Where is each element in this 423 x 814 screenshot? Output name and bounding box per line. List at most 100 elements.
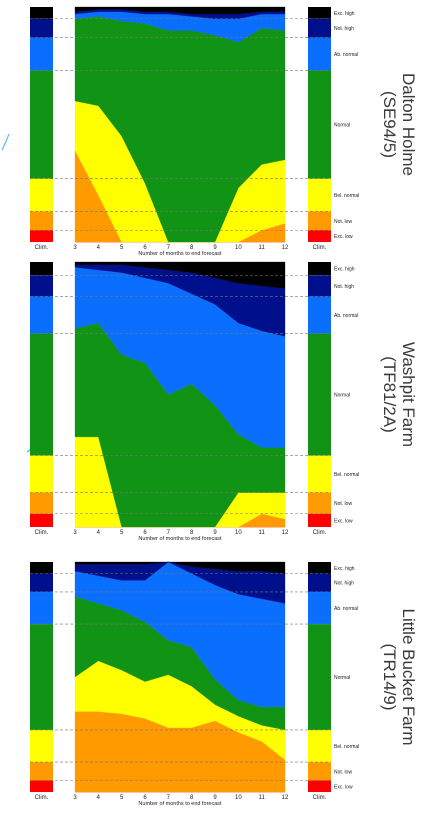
x-tick-label: 6: [143, 245, 147, 251]
clim-band-normal: [308, 624, 331, 730]
x-tick-label: 3: [73, 795, 77, 801]
forecast-areas: [74, 261, 286, 528]
site-name: Dalton Holme: [399, 73, 418, 176]
x-tick-label: 8: [190, 795, 194, 801]
x-tick-label: 9: [213, 245, 217, 251]
x-tick-label: 5: [120, 245, 124, 251]
chart-panel-2: Exc. high Not. high Ab. normal Normal Bel. n…: [30, 261, 418, 542]
clim-band-bel-normal: [30, 178, 53, 212]
x-axis-label: Number of months to end forecast: [138, 801, 222, 807]
clim-band-normal: [30, 70, 53, 179]
x-tick-label: 12: [282, 245, 289, 251]
clim-column-left: [30, 562, 53, 792]
x-tick-label: 5: [120, 795, 124, 801]
category-label: Exc. high: [334, 267, 355, 273]
x-tick-label: 11: [259, 530, 266, 536]
clim-band-not-high: [30, 573, 53, 592]
clim-band-bel-normal: [308, 729, 331, 763]
clim-band-normal: [30, 333, 53, 456]
clim-band-ab-normal: [30, 37, 53, 71]
x-tick-label: 12: [282, 795, 289, 801]
x-tick-label: 10: [235, 530, 242, 536]
x-tick-label: 7: [167, 530, 171, 536]
clim-column-right: [308, 562, 331, 792]
clim-band-not-high: [30, 18, 53, 38]
x-tick-label: 11: [259, 795, 266, 801]
category-label: Not. high: [334, 581, 354, 587]
threshold-lines: [30, 18, 331, 231]
clim-band-ab-normal: [308, 591, 331, 625]
x-tick-label: Clim.: [35, 530, 49, 536]
clim-band-exc-high: [30, 262, 53, 276]
site-name: Little Bucket Farm: [399, 609, 418, 746]
x-tick-label: 4: [97, 795, 101, 801]
x-tick-label: Clim.: [313, 795, 327, 801]
clim-band-normal: [308, 333, 331, 456]
clim-band-not-high: [308, 573, 331, 592]
x-tick-label: 6: [143, 795, 147, 801]
clim-band-not-low: [30, 762, 53, 781]
clim-band-exc-low: [308, 513, 331, 527]
x-tick-label: 7: [167, 245, 171, 251]
category-label: Not. low: [334, 769, 352, 775]
category-label: Ab. normal: [334, 313, 358, 319]
x-axis-label: Number of months to end forecast: [138, 536, 222, 542]
clim-band-bel-normal: [308, 178, 331, 212]
x-tick-label: 9: [213, 795, 217, 801]
grid-reference: (TF81/2A): [380, 356, 399, 433]
x-tick-label: 3: [73, 245, 77, 251]
x-tick-label: 9: [213, 530, 217, 536]
x-tick-label: 4: [97, 530, 101, 536]
category-label: Bel. normal: [334, 472, 359, 478]
x-tick-label: 8: [190, 530, 194, 536]
clim-band-not-high: [30, 275, 53, 297]
category-label: Not. high: [334, 26, 354, 32]
x-tick-label: 10: [235, 245, 242, 251]
clim-band-ab-normal: [30, 591, 53, 625]
area-exc-high: [74, 261, 286, 289]
threshold-lines: [30, 274, 331, 515]
panel-title: Little Bucket Farm(TR14/9): [380, 609, 418, 746]
clim-band-normal: [308, 70, 331, 179]
clim-column-left: [30, 7, 53, 242]
clim-band-exc-low: [30, 780, 53, 792]
area-exc-high: [74, 6, 286, 15]
category-label: Exc. high: [334, 566, 355, 572]
clim-band-bel-normal: [30, 455, 53, 493]
x-axis-label: Number of months to end forecast: [138, 251, 222, 257]
x-tick-label: 7: [167, 795, 171, 801]
chart-panel-1: Exc. high Not. high Ab. normal Normal Bel. n…: [30, 6, 418, 257]
clim-column-right: [308, 7, 331, 242]
clim-band-exc-low: [308, 230, 331, 242]
panel-title: Dalton Holme(SE94/5): [380, 73, 418, 176]
clim-band-exc-low: [30, 513, 53, 527]
clim-band-exc-high: [30, 562, 53, 574]
decor-mark: [1, 133, 10, 151]
clim-band-not-high: [308, 18, 331, 38]
forecast-areas: [74, 561, 286, 793]
clim-band-exc-high: [308, 562, 331, 574]
site-name: Washpit Farm: [399, 342, 418, 447]
clim-band-bel-normal: [30, 729, 53, 763]
clim-band-ab-normal: [308, 296, 331, 334]
category-label: Ab. normal: [334, 52, 358, 58]
chart-panel-3: Exc. high Not. high Ab. normal Normal Bel. n…: [30, 561, 418, 807]
category-label: Not. low: [334, 501, 352, 507]
x-tick-label: 3: [73, 530, 77, 536]
clim-band-bel-normal: [308, 455, 331, 493]
clim-band-not-low: [308, 211, 331, 231]
category-label: Exc. low: [334, 234, 353, 240]
x-tick-label: 4: [97, 245, 101, 251]
panel-title: Washpit Farm(TF81/2A): [380, 342, 418, 447]
clim-band-exc-high: [30, 7, 53, 19]
category-label: Exc. high: [334, 11, 355, 17]
category-label: Normal: [334, 393, 350, 399]
clim-band-not-low: [308, 762, 331, 781]
category-label: Exc. low: [334, 518, 353, 524]
x-tick-label: 10: [235, 795, 242, 801]
category-label: Exc. low: [334, 784, 353, 790]
clim-column-left: [30, 262, 53, 527]
category-label: Normal: [334, 123, 350, 129]
clim-band-not-low: [308, 492, 331, 514]
